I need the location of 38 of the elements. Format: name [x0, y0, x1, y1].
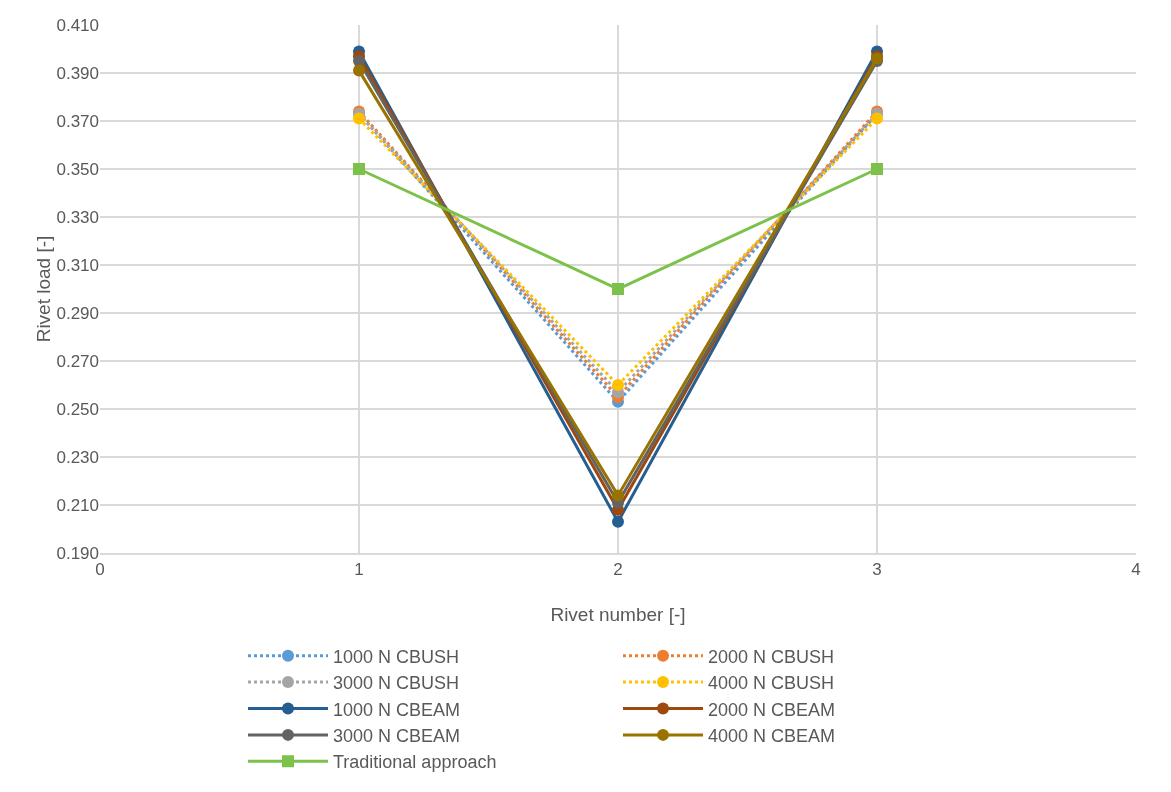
y-tick-label: 0.350	[56, 159, 99, 179]
x-axis-title: Rivet number [-]	[550, 604, 686, 625]
y-tick-label: 0.190	[56, 543, 99, 563]
y-tick-label: 0.290	[56, 303, 99, 323]
y-tick-label: 0.390	[56, 63, 99, 83]
y-tick-label: 0.250	[56, 399, 99, 419]
legend-label: 4000 N CBUSH	[708, 673, 835, 694]
x-tick-label: 4	[1131, 560, 1141, 580]
legend-label: Traditional approach	[333, 752, 497, 773]
legend-label: 1000 N CBEAM	[333, 699, 461, 720]
y-tick-label: 0.310	[56, 255, 99, 275]
point	[353, 55, 365, 67]
y-tick-label: 0.230	[56, 447, 99, 467]
point	[871, 112, 883, 125]
y-tick-label: 0.410	[56, 15, 99, 35]
x-tick-label: 3	[872, 560, 882, 580]
legend-label: 1000 N CBUSH	[333, 646, 460, 667]
point	[612, 515, 624, 528]
legend-label: 3000 N CBEAM	[333, 725, 461, 746]
legend-label: 3000 N CBUSH	[333, 673, 460, 694]
y-tick-label: 0.210	[56, 495, 99, 515]
legend-label: 2000 N CBUSH	[708, 646, 835, 667]
point	[612, 379, 624, 391]
legend-label: 4000 N CBEAM	[708, 725, 836, 746]
point	[353, 163, 365, 175]
point	[612, 283, 624, 295]
y-tick-label: 0.370	[56, 111, 99, 131]
point	[871, 163, 883, 175]
point	[353, 64, 365, 77]
y-tick-label: 0.270	[56, 351, 99, 371]
point	[353, 112, 365, 125]
x-tick-label: 0	[95, 560, 105, 580]
point	[612, 489, 624, 502]
y-axis-title: Rivet load [-]	[33, 235, 55, 343]
x-tick-label: 2	[613, 560, 623, 580]
x-tick-label: 1	[354, 560, 364, 580]
y-tick-label: 0.330	[56, 207, 99, 227]
legend-label: 2000 N CBEAM	[708, 699, 836, 720]
